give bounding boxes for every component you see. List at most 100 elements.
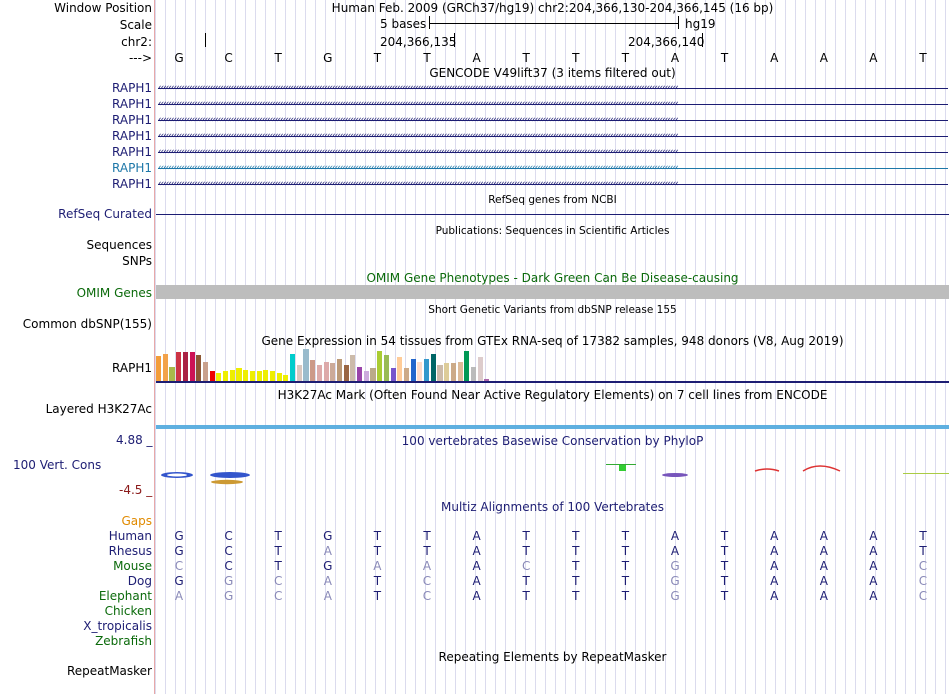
gtex-tissue-bar[interactable] [437,365,443,381]
gencode-transcript-feature[interactable]: ‹‹‹‹‹‹‹‹‹‹‹‹‹‹‹‹‹‹‹‹‹‹‹‹‹‹‹‹‹‹‹‹‹‹‹‹‹‹‹‹… [158,83,948,93]
gencode-transcript-feature[interactable]: ‹‹‹‹‹‹‹‹‹‹‹‹‹‹‹‹‹‹‹‹‹‹‹‹‹‹‹‹‹‹‹‹‹‹‹‹‹‹‹‹… [158,115,948,125]
omim-label[interactable]: OMIM Genes [76,286,152,300]
phylop-signal[interactable] [155,458,950,488]
gtex-tissue-bar[interactable] [464,351,470,381]
h3k27ac-title[interactable]: H3K27Ac Mark (Often Found Near Active Re… [277,388,828,402]
gtex-tissue-bar[interactable] [323,362,329,381]
gencode-transcript-feature[interactable]: ‹‹‹‹‹‹‹‹‹‹‹‹‹‹‹‹‹‹‹‹‹‹‹‹‹‹‹‹‹‹‹‹‹‹‹‹‹‹‹‹… [158,99,948,109]
sequences-label[interactable]: Sequences [86,238,152,252]
multiz-species-label[interactable]: Zebrafish [95,634,152,648]
multiz-species-label[interactable]: Rhesus [108,544,152,558]
dbsnp-label[interactable]: Common dbSNP(155) [22,317,152,331]
gtex-tissue-bar[interactable] [196,355,202,381]
gtex-gene-line[interactable] [156,381,949,383]
gtex-tissue-bar[interactable] [383,355,389,381]
repeatmasker-title[interactable]: Repeating Elements by RepeatMasker [438,650,667,664]
gtex-tissue-bar[interactable] [296,365,302,381]
h3k27ac-label[interactable]: Layered H3K27Ac [45,402,152,416]
gaps-label[interactable]: Gaps [121,514,152,528]
gtex-tissue-bar[interactable] [457,362,463,381]
gtex-tissue-bar[interactable] [350,355,356,381]
gtex-tissue-bar[interactable] [216,373,222,381]
gtex-tissue-bar[interactable] [370,368,376,381]
multiz-species-label[interactable]: Elephant [98,589,152,603]
refseq-title[interactable]: RefSeq genes from NCBI [488,194,617,206]
gtex-tissue-bar[interactable] [450,363,456,381]
assembly-title[interactable]: Human Feb. 2009 (GRCh37/hg19) chr2:204,3… [331,1,774,15]
gtex-tissue-bar[interactable] [176,352,182,381]
gtex-tissue-bar[interactable] [182,352,188,381]
gencode-transcript-feature[interactable]: ‹‹‹‹‹‹‹‹‹‹‹‹‹‹‹‹‹‹‹‹‹‹‹‹‹‹‹‹‹‹‹‹‹‹‹‹‹‹‹‹… [158,131,948,141]
snps-label[interactable]: SNPs [122,254,152,268]
gtex-tissue-bar[interactable] [403,368,410,381]
gtex-tissue-bar[interactable] [223,371,229,381]
gtex-title[interactable]: Gene Expression in 54 tissues from GTEx … [261,334,844,348]
gtex-tissue-bar[interactable] [336,359,343,381]
gtex-tissue-bar[interactable] [169,367,175,381]
gencode-transcript-label[interactable]: RAPH1 [112,161,152,175]
omim-title[interactable]: OMIM Gene Phenotypes - Dark Green Can Be… [366,271,739,285]
phylop-title[interactable]: 100 vertebrates Basewise Conservation by… [401,434,704,448]
gtex-gene-label[interactable]: RAPH1 [112,361,152,375]
refseq-label[interactable]: RefSeq Curated [58,207,152,221]
gencode-transcript-label[interactable]: RAPH1 [112,81,152,95]
publications-title[interactable]: Publications: Sequences in Scientific Ar… [435,225,670,237]
gencode-transcript-feature[interactable]: ‹‹‹‹‹‹‹‹‹‹‹‹‹‹‹‹‹‹‹‹‹‹‹‹‹‹‹‹‹‹‹‹‹‹‹‹‹‹‹‹… [158,163,948,173]
gtex-tissue-bar[interactable] [444,363,450,381]
multiz-species-label[interactable]: Dog [127,574,152,588]
gtex-tissue-bar[interactable] [417,362,423,381]
gtex-tissue-bar[interactable] [243,370,249,381]
gtex-tissue-bar[interactable] [236,368,242,381]
gencode-transcript-label[interactable]: RAPH1 [112,113,152,127]
gtex-tissue-bar[interactable] [189,352,195,381]
gtex-tissue-bar[interactable] [283,375,289,381]
omim-gene-bar[interactable] [156,285,949,299]
gtex-tissue-bar[interactable] [202,362,209,381]
gencode-transcript-label[interactable]: RAPH1 [112,97,152,111]
multiz-species-label[interactable]: Mouse [113,559,152,573]
multiz-species-label[interactable]: X_tropicalis [83,619,152,633]
gtex-tissue-bar[interactable] [430,354,436,381]
h3k27ac-signal-baseline[interactable] [156,425,949,429]
gencode-transcript-feature[interactable]: ‹‹‹‹‹‹‹‹‹‹‹‹‹‹‹‹‹‹‹‹‹‹‹‹‹‹‹‹‹‹‹‹‹‹‹‹‹‹‹‹… [158,179,948,189]
gencode-title[interactable]: GENCODE V49lift37 (3 items filtered out) [429,66,676,80]
multiz-species-label[interactable]: Human [108,529,152,543]
gtex-tissue-bar[interactable] [276,373,282,381]
gtex-tissue-bar[interactable] [290,354,296,381]
gtex-tissue-bar[interactable] [310,360,316,381]
gtex-tissue-bar[interactable] [343,365,349,381]
multiz-species-label[interactable]: Chicken [104,604,152,618]
gtex-tissue-bar[interactable] [397,357,403,381]
gtex-tissue-bar[interactable] [316,365,322,381]
gencode-transcript-label[interactable]: RAPH1 [112,129,152,143]
gtex-tissue-bar[interactable] [303,349,309,381]
dbsnp-title[interactable]: Short Genetic Variants from dbSNP releas… [428,304,677,316]
gtex-tissue-bar[interactable] [330,363,336,381]
gtex-tissue-bar[interactable] [477,357,483,381]
multiz-title[interactable]: Multiz Alignments of 100 Vertebrates [440,500,665,514]
gencode-transcript-label[interactable]: RAPH1 [112,145,152,159]
gtex-tissue-bar[interactable] [156,356,162,381]
gtex-tissue-bar[interactable] [269,371,276,381]
gtex-tissue-bar[interactable] [229,370,235,381]
gtex-tissue-bar[interactable] [256,371,262,381]
gtex-tissue-bar[interactable] [357,367,363,381]
gtex-tissue-bar[interactable] [390,368,396,381]
gtex-tissue-bar[interactable] [410,359,416,381]
multiz-base: A [869,589,878,603]
gencode-transcript-label[interactable]: RAPH1 [112,177,152,191]
phylop-label[interactable]: 100 Vert. Cons [13,458,102,472]
gtex-tissue-bar[interactable] [162,354,168,381]
repeatmasker-label[interactable]: RepeatMasker [66,664,152,678]
refseq-gene-line[interactable] [156,214,949,215]
gencode-transcript-feature[interactable]: ‹‹‹‹‹‹‹‹‹‹‹‹‹‹‹‹‹‹‹‹‹‹‹‹‹‹‹‹‹‹‹‹‹‹‹‹‹‹‹‹… [158,147,948,157]
gtex-tissue-bar[interactable] [263,370,269,381]
gtex-tissue-bar[interactable] [209,371,215,381]
gtex-tissue-bar[interactable] [377,351,383,381]
gtex-tissue-bar[interactable] [424,359,430,381]
gtex-tissue-bar[interactable] [363,371,369,381]
gtex-tissue-bar[interactable] [249,371,255,381]
gtex-expression-bars[interactable] [156,349,556,381]
gtex-tissue-bar[interactable] [484,379,490,381]
gtex-tissue-bar[interactable] [470,367,477,381]
